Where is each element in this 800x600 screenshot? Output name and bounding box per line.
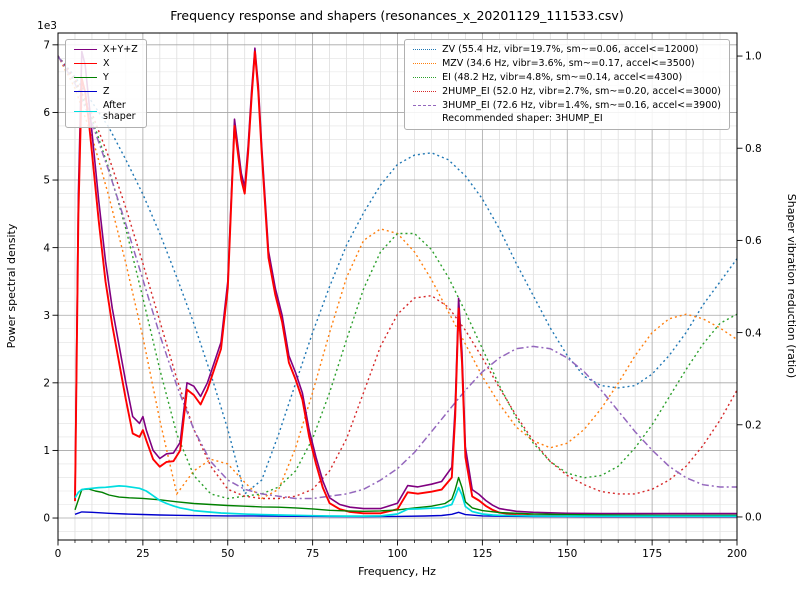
- legend-line-sample: [413, 77, 437, 79]
- x-tick-label: 125: [472, 548, 492, 560]
- legend-line-sample: [74, 49, 97, 51]
- y-right-tick-label: 0.4: [745, 327, 762, 339]
- y-axis-offset-text: 1e3: [37, 20, 57, 32]
- legend-label: 2HUMP_EI (52.0 Hz, vibr=2.7%, sm~=0.20, …: [442, 85, 721, 97]
- shaper-curve-ZV: [57, 55, 738, 496]
- y-right-tick-label: 0.6: [745, 235, 762, 247]
- chart-title: Frequency response and shapers (resonanc…: [170, 8, 623, 23]
- legend-label: Recommended shaper: 3HUMP_EI: [442, 113, 603, 125]
- y-left-tick-label: 3: [43, 310, 50, 322]
- legend-item-3HUMP_EI: 3HUMP_EI (72.6 Hz, vibr=1.4%, sm~=0.16, …: [413, 100, 721, 112]
- y-left-tick-label: 2: [43, 378, 50, 390]
- legend-line-sample: [74, 77, 97, 79]
- y-left-tick-label: 1: [43, 445, 50, 457]
- legend-item-X+Y+Z: X+Y+Z: [74, 44, 138, 56]
- legend-label: 3HUMP_EI (72.6 Hz, vibr=1.4%, sm~=0.16, …: [442, 99, 721, 111]
- legend-item-After-shaper: After shaper: [74, 100, 138, 124]
- legend-label: After shaper: [103, 99, 136, 123]
- y-right-tick-label: 1.0: [745, 51, 762, 63]
- shaper-curve-2HUMP_EI: [57, 55, 738, 500]
- y-right-tick-label: 0.2: [745, 419, 762, 431]
- legend-item-recommended-shaper: Recommended shaper: 3HUMP_EI: [413, 113, 721, 125]
- x-tick-label: 50: [221, 548, 234, 560]
- x-tick-label: 200: [727, 548, 747, 560]
- x-tick-label: 175: [642, 548, 662, 560]
- legend-label: MZV (34.6 Hz, vibr=3.6%, sm~=0.17, accel…: [442, 57, 695, 69]
- x-tick-label: 75: [306, 548, 319, 560]
- y-left-tick-label: 5: [43, 175, 50, 187]
- legend-item-MZV: MZV (34.6 Hz, vibr=3.6%, sm~=0.17, accel…: [413, 58, 721, 70]
- legend-line-sample: [413, 91, 437, 93]
- y-axis-right-label: Shaper vibration reduction (ratio): [785, 194, 798, 378]
- shaper-curve-MZV: [57, 55, 738, 500]
- legend-label: Y: [103, 71, 109, 83]
- shaper-legend: ZV (55.4 Hz, vibr=19.7%, sm~=0.06, accel…: [404, 39, 730, 131]
- legend-label: Z: [103, 85, 110, 97]
- legend-line-sample: [413, 104, 437, 106]
- tick-labels-layer: 0 25 50 75 100 125 150 175 200 0 1 2 3 4 5 6 7 0.0 0.2 0.4 0…: [43, 40, 762, 560]
- shaper-curve-EI: [57, 55, 738, 500]
- legend-line-sample: [74, 63, 97, 65]
- psd-curve-Y: [74, 476, 737, 516]
- psd-curve-After-shaper: [74, 485, 737, 518]
- x-tick-label: 150: [557, 548, 577, 560]
- y-left-tick-label: 6: [43, 107, 50, 119]
- x-axis-label: Frequency, Hz: [358, 565, 436, 578]
- legend-item-X: X: [74, 58, 138, 70]
- y-right-tick-label: 0.0: [745, 512, 762, 524]
- y-left-tick-label: 4: [43, 242, 50, 254]
- legend-line-sample: [74, 110, 97, 112]
- curves-layer: [57, 47, 738, 518]
- legend-line-sample: [74, 91, 97, 93]
- shaper-curve-3HUMP_EI: [57, 55, 737, 500]
- y-right-tick-label: 0.8: [745, 143, 762, 155]
- legend-label: ZV (55.4 Hz, vibr=19.7%, sm~=0.06, accel…: [442, 44, 699, 55]
- tick-marks-layer: [52, 44, 743, 546]
- legend-item-Z: Z: [74, 86, 138, 98]
- legend-item-ZV: ZV (55.4 Hz, vibr=19.7%, sm~=0.06, accel…: [413, 44, 721, 56]
- psd-curve-X: [74, 50, 737, 518]
- legend-label: X+Y+Z: [103, 44, 138, 55]
- legend-line-sample: [413, 63, 437, 65]
- x-tick-label: 100: [387, 548, 407, 560]
- legend-line-sample: [413, 49, 437, 51]
- x-tick-label: 0: [55, 548, 62, 560]
- legend-item-Y: Y: [74, 72, 138, 84]
- psd-legend: X+Y+Z X Y Z After shaper: [65, 39, 147, 129]
- legend-item-EI: EI (48.2 Hz, vibr=4.8%, sm~=0.14, accel<…: [413, 72, 721, 84]
- y-left-tick-label: 7: [43, 40, 50, 52]
- y-left-tick-label: 0: [43, 513, 50, 525]
- y-axis-left-label: Power spectral density: [5, 223, 18, 348]
- legend-item-2HUMP_EI: 2HUMP_EI (52.0 Hz, vibr=2.7%, sm~=0.20, …: [413, 86, 721, 98]
- x-tick-label: 25: [136, 548, 149, 560]
- legend-label: EI (48.2 Hz, vibr=4.8%, sm~=0.14, accel<…: [442, 71, 683, 83]
- legend-label: X: [103, 57, 110, 69]
